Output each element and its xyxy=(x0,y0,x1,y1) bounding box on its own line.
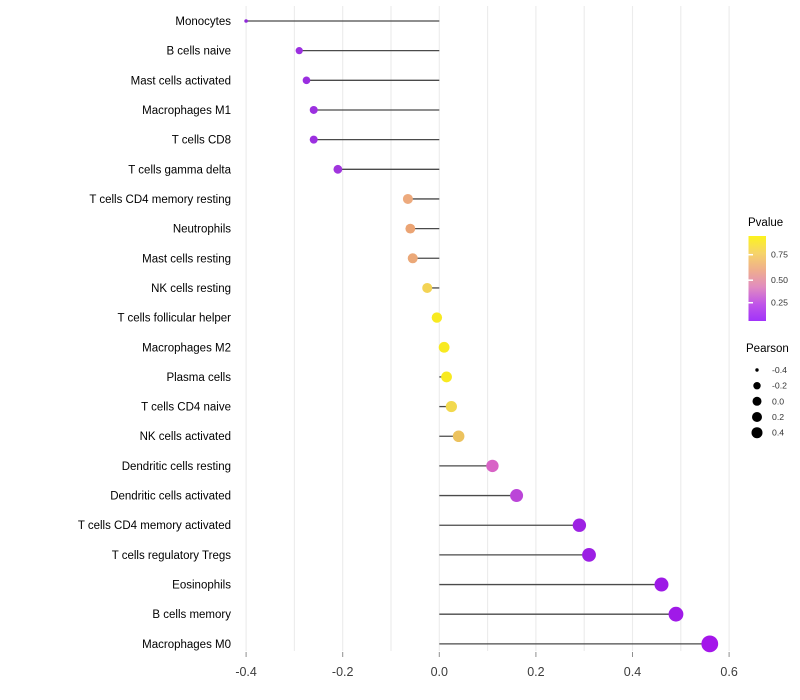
cell-type-label: Macrophages M0 xyxy=(142,639,231,651)
x-tick-label: 0.0 xyxy=(431,665,448,679)
pearson-size-dot xyxy=(752,412,762,422)
pvalue-colorbar-tick xyxy=(748,253,753,256)
cell-type-label: Neutrophils xyxy=(173,224,231,236)
lollipop-dot xyxy=(441,371,452,383)
lollipop-dot xyxy=(582,547,596,562)
lollipop-dot xyxy=(572,518,587,532)
x-tick-label: 0.6 xyxy=(720,665,737,679)
lollipop-dot xyxy=(654,577,669,592)
pearson-size-label: 0.4 xyxy=(772,428,784,438)
cell-type-label: T cells gamma delta xyxy=(128,164,231,176)
cell-type-label: Macrophages M1 xyxy=(142,105,231,117)
lollipop-dot xyxy=(701,635,719,653)
x-tick-label: -0.4 xyxy=(235,665,257,679)
pearson-size-label: 0.2 xyxy=(772,412,784,422)
pvalue-tick-label: 0.25 xyxy=(771,298,788,308)
cell-type-label: NK cells resting xyxy=(151,283,231,295)
cell-type-label: Macrophages M2 xyxy=(142,342,231,354)
cell-type-label: Mast cells activated xyxy=(131,75,231,87)
cell-type-label: T cells CD4 memory resting xyxy=(89,194,231,206)
pearson-size-dot xyxy=(751,427,763,439)
x-tick-label: 0.2 xyxy=(527,665,544,679)
pvalue-tick-label: 0.75 xyxy=(771,250,788,260)
pearson-size-dot xyxy=(752,396,762,406)
lollipop-dot xyxy=(422,282,433,293)
lollipop-dot xyxy=(244,19,248,23)
pvalue-legend-title: Pvalue xyxy=(748,217,783,229)
lollipop-dot xyxy=(438,341,450,353)
pearson-size-label: 0.0 xyxy=(772,396,784,406)
lollipop-dot xyxy=(407,253,418,264)
cell-type-label: Monocytes xyxy=(175,16,231,28)
pvalue-colorbar xyxy=(748,236,766,321)
cell-type-label: T cells CD4 memory activated xyxy=(78,520,231,532)
lollipop-dot xyxy=(309,105,318,114)
lollipop-dot xyxy=(445,400,457,413)
pearson-legend-title: Pearson xyxy=(746,343,789,355)
lollipop-dot xyxy=(668,606,684,622)
lollipop-dot xyxy=(333,164,343,174)
lollipop-dot xyxy=(402,193,413,204)
x-tick-label: -0.2 xyxy=(332,665,354,679)
cell-type-label: Dendritic cells activated xyxy=(110,491,231,503)
cell-type-label: T cells follicular helper xyxy=(117,313,231,325)
lollipop-dot xyxy=(452,430,465,443)
cell-type-label: T cells regulatory Tregs xyxy=(112,550,232,562)
pvalue-colorbar-tick xyxy=(748,279,753,281)
cell-type-label: Mast cells resting xyxy=(142,253,231,265)
pearson-size-dot xyxy=(753,382,761,390)
pvalue-tick-label: 0.50 xyxy=(771,275,788,285)
pearson-size-dot xyxy=(755,368,759,372)
lollipop-dot xyxy=(309,135,318,144)
lollipop-dot xyxy=(510,489,524,503)
lollipop-dot xyxy=(405,223,416,234)
cell-type-label: T cells CD4 naive xyxy=(141,402,231,414)
lollipop-dot xyxy=(295,47,303,55)
pearson-size-label: -0.4 xyxy=(772,365,787,375)
lollipop-dot xyxy=(431,312,443,323)
pearson-size-label: -0.2 xyxy=(772,381,787,391)
cell-type-label: B cells naive xyxy=(166,46,231,58)
cell-type-label: T cells CD8 xyxy=(172,135,231,147)
cell-type-label: B cells memory xyxy=(152,609,231,621)
lollipop-dot xyxy=(302,76,311,85)
cell-type-label: Plasma cells xyxy=(166,372,231,384)
cell-type-label: NK cells activated xyxy=(140,431,231,443)
cell-type-label: Dendritic cells resting xyxy=(122,461,231,473)
pvalue-colorbar-tick xyxy=(748,301,753,304)
cell-type-label: Eosinophils xyxy=(172,580,231,592)
x-tick-label: 0.4 xyxy=(624,665,641,679)
lollipop-dot xyxy=(486,459,499,473)
